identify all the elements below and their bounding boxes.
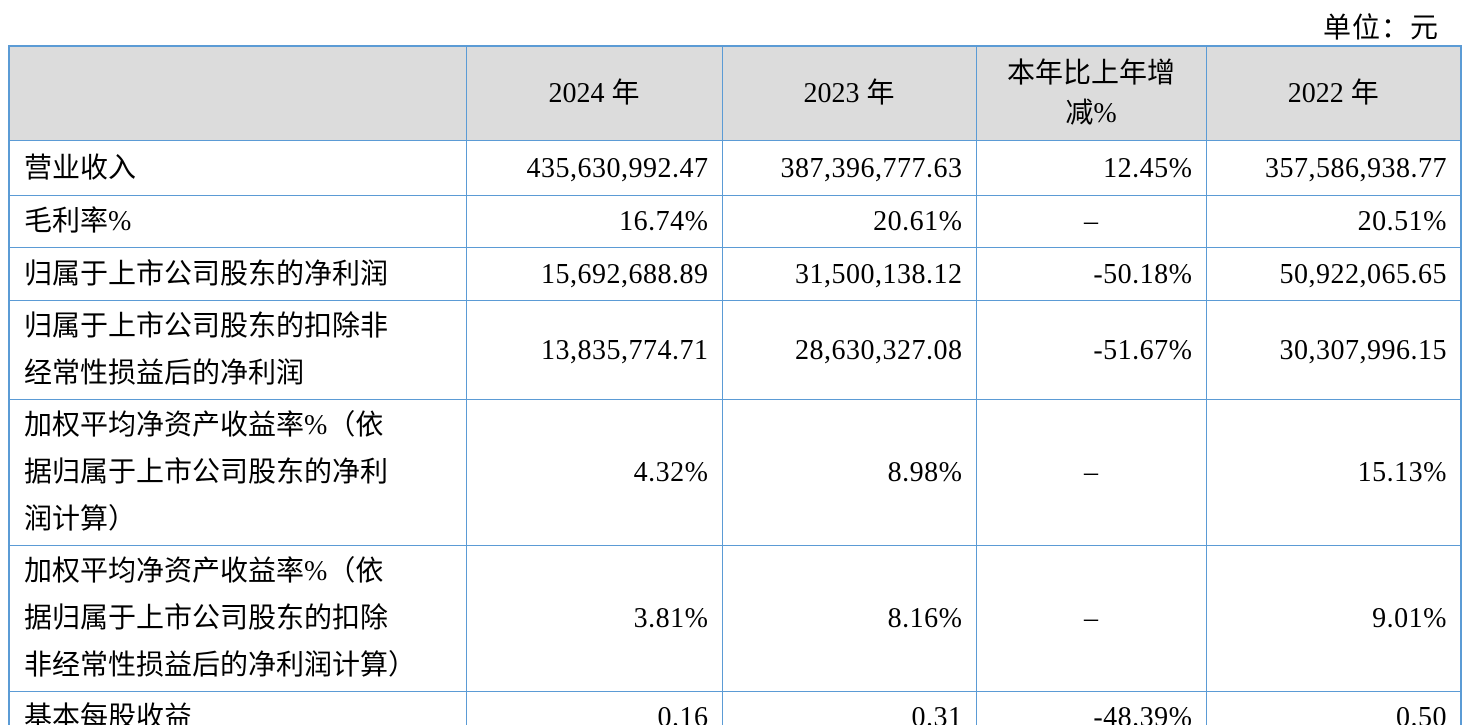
cell-yoy: -50.18% xyxy=(975,247,1207,301)
row-roe: 加权平均净资产收益率%（依据归属于上市公司股东的净利润计算） 4.32% 8.9… xyxy=(8,399,1462,546)
row-label: 营业收入 xyxy=(8,140,467,196)
row-gross-margin: 毛利率% 16.74% 20.61% – 20.51% xyxy=(8,195,1462,248)
cell-2024: 435,630,992.47 xyxy=(465,140,723,196)
row-label: 毛利率% xyxy=(8,195,467,248)
row-label: 加权平均净资产收益率%（依据归属于上市公司股东的净利润计算） xyxy=(8,399,467,546)
cell-2024: 3.81% xyxy=(465,545,723,692)
row-eps: 基本每股收益 0.16 0.31 -48.39% 0.50 xyxy=(8,691,1462,725)
header-row: 2024 年 2023 年 本年比上年增减% 2022 年 xyxy=(8,45,1462,141)
cell-yoy: – xyxy=(975,195,1207,248)
cell-yoy: -48.39% xyxy=(975,691,1207,725)
cell-2023: 20.61% xyxy=(721,195,977,248)
header-cell-yoy: 本年比上年增减% xyxy=(975,45,1207,141)
header-cell-blank xyxy=(8,45,467,141)
cell-yoy: – xyxy=(975,399,1207,546)
financial-summary-table: 2024 年 2023 年 本年比上年增减% 2022 年 营业收入 435,6… xyxy=(8,45,1462,725)
cell-2022: 30,307,996.15 xyxy=(1205,300,1462,400)
cell-2022: 15.13% xyxy=(1205,399,1462,546)
cell-2024: 16.74% xyxy=(465,195,723,248)
unit-label: 单位：元 xyxy=(1322,13,1439,44)
cell-2023: 31,500,138.12 xyxy=(721,247,977,301)
cell-2023: 8.98% xyxy=(721,399,977,546)
cell-2024: 13,835,774.71 xyxy=(465,300,723,400)
cell-2023: 28,630,327.08 xyxy=(721,300,977,400)
cell-2023: 8.16% xyxy=(721,545,977,692)
cell-2024: 4.32% xyxy=(465,399,723,546)
cell-yoy: 12.45% xyxy=(975,140,1207,196)
row-revenue: 营业收入 435,630,992.47 387,396,777.63 12.45… xyxy=(8,140,1462,196)
cell-2022: 50,922,065.65 xyxy=(1205,247,1462,301)
cell-2024: 0.16 xyxy=(465,691,723,725)
cell-2023: 387,396,777.63 xyxy=(721,140,977,196)
row-label: 归属于上市公司股东的扣除非经常性损益后的净利润 xyxy=(8,300,467,400)
row-label: 基本每股收益 xyxy=(8,691,467,725)
header-cell-2024: 2024 年 xyxy=(465,45,723,141)
row-label: 加权平均净资产收益率%（依据归属于上市公司股东的扣除非经常性损益后的净利润计算） xyxy=(8,545,467,692)
header-cell-2022: 2022 年 xyxy=(1205,45,1462,141)
cell-2024: 15,692,688.89 xyxy=(465,247,723,301)
cell-yoy: – xyxy=(975,545,1207,692)
cell-2022: 9.01% xyxy=(1205,545,1462,692)
cell-2022: 0.50 xyxy=(1205,691,1462,725)
cell-2022: 357,586,938.77 xyxy=(1205,140,1462,196)
row-net-profit-deducted: 归属于上市公司股东的扣除非经常性损益后的净利润 13,835,774.71 28… xyxy=(8,300,1462,400)
header-cell-2023: 2023 年 xyxy=(721,45,977,141)
cell-2022: 20.51% xyxy=(1205,195,1462,248)
row-roe-deducted: 加权平均净资产收益率%（依据归属于上市公司股东的扣除非经常性损益后的净利润计算）… xyxy=(8,545,1462,692)
row-net-profit: 归属于上市公司股东的净利润 15,692,688.89 31,500,138.1… xyxy=(8,247,1462,301)
cell-2023: 0.31 xyxy=(721,691,977,725)
row-label: 归属于上市公司股东的净利润 xyxy=(8,247,467,301)
cell-yoy: -51.67% xyxy=(975,300,1207,400)
